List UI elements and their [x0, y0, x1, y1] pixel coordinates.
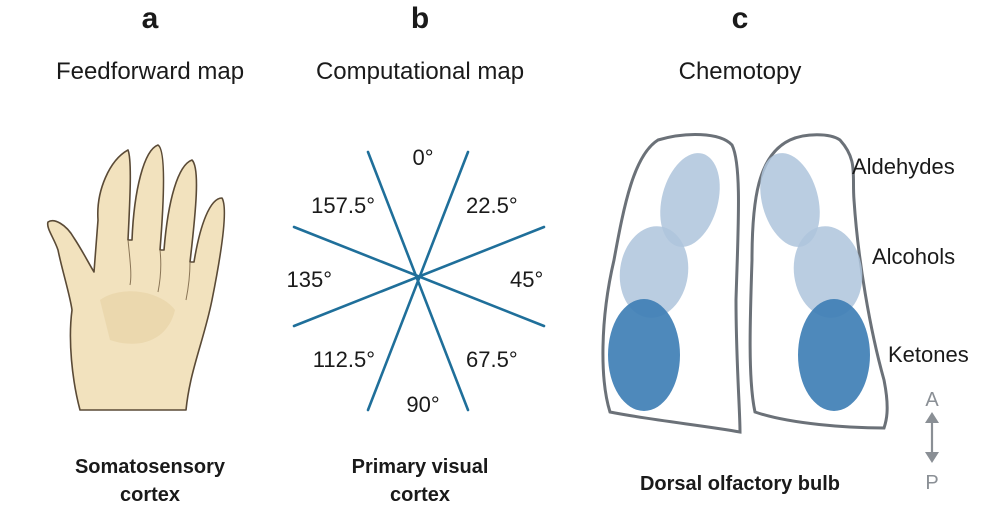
orientation-label: 0° [412, 145, 433, 170]
orientation-label: 157.5° [311, 193, 375, 218]
olfactory-bulb-diagram: Aldehydes Alcohols Ketones A P [601, 133, 969, 494]
orientation-label: 90° [406, 392, 439, 417]
right-hemibulb-outline [748, 133, 889, 430]
ketone-zone-right [798, 299, 870, 411]
caption-line: Primary visual [351, 456, 489, 478]
odorant-label: Ketones [888, 342, 969, 367]
panel-letter: b [410, 2, 430, 35]
odorant-label: Aldehydes [852, 154, 955, 179]
finger-crease [157, 249, 162, 293]
orientation-label: 67.5° [466, 347, 518, 372]
panel-a: a Feedforward map Somatosensory cortex [10, 0, 290, 513]
alcohol-zone-left [619, 226, 689, 318]
orientation-line-22-5 [366, 150, 470, 412]
panel-caption: Dorsal olfactory bulb [590, 470, 890, 498]
panel-title: Chemotopy [678, 58, 802, 85]
aldehyde-zone-left [660, 153, 720, 247]
orientation-label: 112.5° [313, 347, 375, 372]
alcohol-zone-right [793, 226, 863, 318]
caption-line: Dorsal olfactory bulb [639, 473, 841, 495]
posterior-label: P [925, 472, 938, 494]
arrow-down-icon [925, 452, 939, 463]
ketone-zone-left [608, 299, 680, 411]
finger-crease [127, 239, 132, 286]
arrow-up-icon [925, 412, 939, 423]
hand-icon [46, 144, 226, 411]
anterior-label: A [925, 389, 939, 411]
orientation-label: 22.5° [466, 193, 518, 218]
caption-line: cortex [389, 484, 451, 506]
hand-illustration [46, 144, 226, 411]
panel-letter: a [141, 2, 159, 35]
orientation-map: 0° 22.5° 45° 67.5° 90° 112.5° 135° 157.5… [286, 145, 546, 417]
orientation-label: 45° [510, 267, 543, 292]
panel-title: Feedforward map [55, 58, 245, 85]
panel-c: c Chemotopy Aldehydes Alcohols Ketones A… [590, 0, 986, 513]
caption-line: Somatosensory [74, 456, 226, 478]
aldehyde-zone-right [760, 153, 820, 247]
left-hemibulb-outline [601, 133, 742, 434]
panel-b: b Computational map 0° 22.5° 45° 67.5° 9… [280, 0, 560, 513]
odorant-label: Alcohols [872, 244, 955, 269]
panel-caption: Somatosensory cortex [10, 453, 290, 509]
panel-caption: Primary visual cortex [280, 453, 560, 509]
caption-line: cortex [119, 484, 181, 506]
panel-letter: c [731, 2, 749, 35]
orientation-label: 135° [286, 267, 332, 292]
palm-shading [100, 291, 175, 344]
panel-title: Computational map [315, 58, 525, 85]
finger-crease [185, 261, 191, 301]
orientation-line-67-5 [292, 225, 546, 328]
